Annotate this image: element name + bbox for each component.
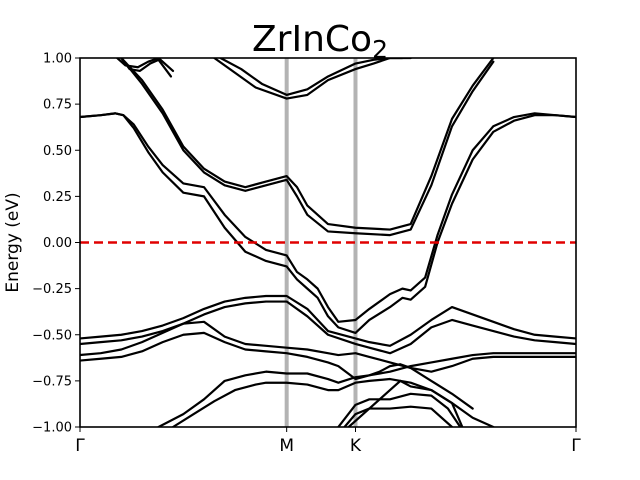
y-tick-label: 0.50 xyxy=(43,144,72,159)
x-tick-label: M xyxy=(279,436,294,456)
y-tick-label: −0.50 xyxy=(32,328,72,343)
y-axis-label: Energy (eV) xyxy=(3,192,23,292)
band-line-11 xyxy=(80,320,576,373)
band-line-8 xyxy=(120,58,495,237)
band-line-10 xyxy=(80,300,576,355)
band-line-15 xyxy=(343,405,454,427)
band-line-6 xyxy=(80,112,576,334)
x-tick-label: Γ xyxy=(75,436,85,456)
chart-title-subscript: 2 xyxy=(372,35,388,64)
y-tick-label: 0.75 xyxy=(43,98,72,113)
band-line-17 xyxy=(347,379,464,427)
band-line-9 xyxy=(80,294,576,347)
band-line-12 xyxy=(80,331,576,381)
band-line-1 xyxy=(116,58,175,73)
band-line-4 xyxy=(213,58,412,100)
y-tick-label: −0.25 xyxy=(32,282,72,297)
y-tick-label: −1.00 xyxy=(32,421,72,436)
band-line-7 xyxy=(120,58,495,231)
chart-title: ZrInCo2 xyxy=(252,19,388,64)
band-lines xyxy=(80,58,576,427)
x-tick-label: Γ xyxy=(571,436,581,456)
chart-title-main: ZrInCo xyxy=(252,19,372,60)
k-point-lines xyxy=(284,58,358,427)
y-tick-label: 0.25 xyxy=(43,190,72,205)
x-tick-label: K xyxy=(350,436,362,456)
y-axis-ticks: −1.00 −0.75 −0.50 −0.25 0.00 0.25 0.50 0.75 1.00 xyxy=(32,52,80,436)
band-line-5 xyxy=(80,112,576,323)
y-tick-label: 0.00 xyxy=(43,236,72,251)
y-tick-label: −0.75 xyxy=(32,374,72,389)
band-line-16 xyxy=(337,392,462,427)
band-line-3 xyxy=(219,58,404,97)
y-tick-label: 1.00 xyxy=(43,52,72,67)
band-line-13 xyxy=(157,363,474,427)
